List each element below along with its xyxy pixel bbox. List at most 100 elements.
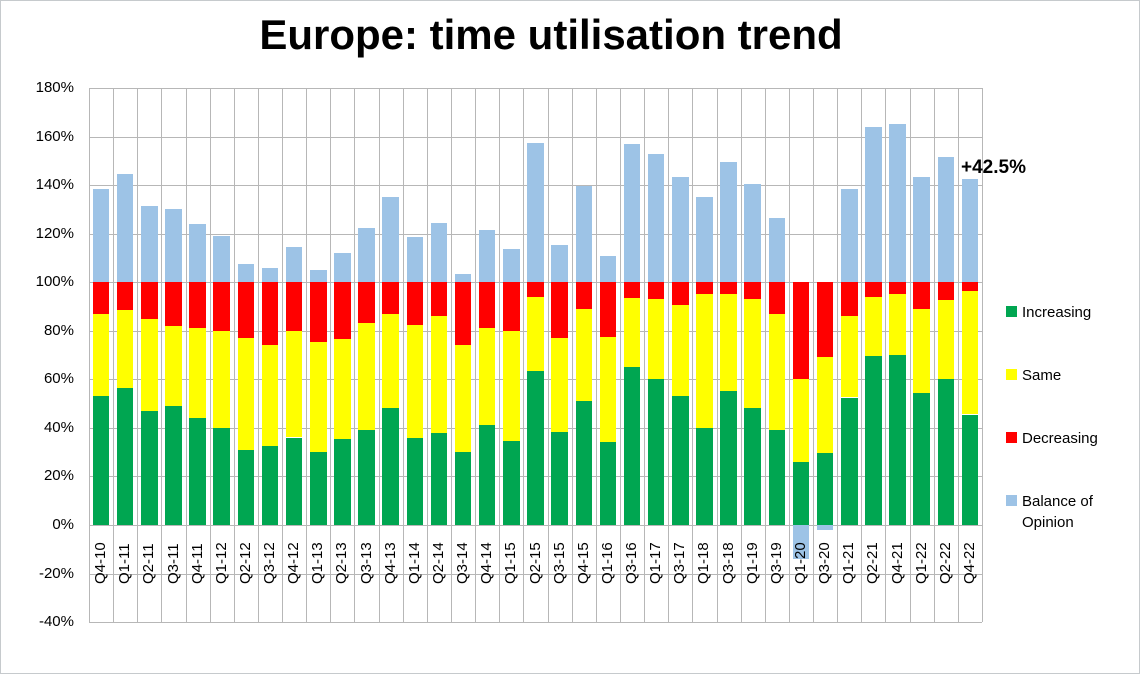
x-tick-label: Q3-19 bbox=[767, 542, 785, 584]
bar-segment-increasing bbox=[647, 379, 665, 525]
gridline-vertical bbox=[933, 88, 935, 622]
bar-segment-decreasing bbox=[213, 282, 230, 331]
bar-segment-decreasing bbox=[841, 282, 858, 317]
bar-segment-same bbox=[889, 294, 906, 355]
bar-segment-increasing bbox=[237, 449, 255, 525]
bar-segment-increasing bbox=[792, 461, 810, 525]
legend: Increasing Same Decreasing Balance of Opini… bbox=[1006, 302, 1114, 533]
bar-segment-balance-of-opinion bbox=[358, 227, 375, 283]
gridline-vertical bbox=[861, 88, 863, 622]
bar-segment-increasing bbox=[261, 446, 279, 525]
legend-label: Same bbox=[1022, 367, 1062, 384]
x-tick-label: Q3-16 bbox=[623, 542, 640, 584]
bar-segment-decreasing bbox=[165, 282, 182, 326]
bar-segment-balance-of-opinion bbox=[841, 188, 858, 283]
bar-segment-balance-of-opinion bbox=[720, 162, 737, 283]
bar-segment-balance-of-opinion bbox=[551, 244, 568, 283]
bar-segment-balance-of-opinion bbox=[792, 524, 810, 559]
x-tick-label: Q2-12 bbox=[236, 542, 254, 584]
x-tick-label: Q1-16 bbox=[598, 542, 616, 584]
gridline-vertical bbox=[89, 88, 90, 622]
bar-segment-balance-of-opinion bbox=[261, 267, 279, 283]
bar-segment-decreasing bbox=[116, 282, 134, 311]
bar-segment-increasing bbox=[599, 442, 617, 525]
bar-segment-same bbox=[575, 308, 593, 402]
gridline-horizontal bbox=[89, 136, 982, 138]
bar-segment-balance-of-opinion bbox=[165, 209, 182, 283]
bar-segment-decreasing bbox=[792, 282, 810, 380]
gridline-vertical bbox=[571, 88, 573, 622]
x-tick-label: Q1-20 bbox=[792, 542, 809, 584]
gridline-vertical bbox=[306, 88, 308, 622]
legend-label: Decreasing bbox=[1022, 430, 1098, 447]
bar-segment-decreasing bbox=[865, 282, 882, 297]
x-tick-label: Q4-21 bbox=[888, 542, 906, 584]
bar-segment-decreasing bbox=[599, 282, 617, 337]
bar-segment-same bbox=[285, 330, 303, 438]
bar-segment-decreasing bbox=[92, 282, 110, 314]
bar-segment-decreasing bbox=[696, 282, 713, 295]
bar-segment-decreasing bbox=[382, 282, 399, 314]
bar-segment-increasing bbox=[92, 396, 110, 525]
y-tick-label: 180% bbox=[35, 79, 74, 96]
bar-segment-decreasing bbox=[961, 282, 979, 291]
bar-segment-increasing bbox=[382, 408, 399, 525]
gridline-vertical bbox=[740, 88, 742, 622]
x-tick-label: Q1-21 bbox=[840, 542, 858, 584]
gridline-vertical bbox=[595, 88, 597, 622]
bar-segment-balance-of-opinion bbox=[889, 124, 906, 283]
legend-swatch-decreasing bbox=[1006, 432, 1017, 443]
x-tick-label: Q3-13 bbox=[357, 542, 375, 584]
bar-segment-balance-of-opinion bbox=[913, 176, 930, 283]
bar-segment-same bbox=[672, 305, 689, 397]
y-tick-label: 60% bbox=[43, 370, 74, 388]
gridline-vertical bbox=[378, 88, 380, 622]
x-tick-label: Q2-22 bbox=[936, 542, 954, 584]
bar-segment-increasing bbox=[696, 427, 713, 525]
y-tick-label: 0% bbox=[52, 515, 74, 533]
bar-segment-decreasing bbox=[310, 282, 327, 342]
bar-segment-increasing bbox=[334, 438, 351, 525]
bar-segment-increasing bbox=[672, 396, 689, 525]
bar-segment-same bbox=[430, 316, 448, 433]
y-tick-label: 80% bbox=[43, 321, 74, 339]
legend-item-balance-of-opinion: Balance of Opinion bbox=[1006, 491, 1114, 533]
bar-segment-same bbox=[189, 328, 206, 419]
gridline-vertical bbox=[233, 88, 235, 622]
gridline-vertical bbox=[330, 88, 332, 622]
gridline-vertical bbox=[837, 88, 839, 622]
x-tick-label: Q3-17 bbox=[671, 542, 689, 584]
bar-segment-balance-of-opinion bbox=[768, 217, 786, 283]
x-tick-label: Q2-11 bbox=[140, 543, 158, 584]
bar-segment-same bbox=[261, 345, 279, 446]
x-tick-label: Q1-14 bbox=[405, 542, 423, 584]
bar-segment-decreasing bbox=[406, 282, 424, 325]
gridline-vertical bbox=[402, 88, 404, 622]
bar-segment-same bbox=[116, 310, 134, 388]
bar-segment-decreasing bbox=[575, 282, 593, 309]
bar-segment-balance-of-opinion bbox=[116, 174, 134, 283]
x-tick-label: Q2-15 bbox=[526, 542, 544, 584]
y-tick-label: 20% bbox=[43, 467, 74, 485]
bar-segment-increasing bbox=[406, 437, 424, 525]
gridline-vertical bbox=[523, 88, 525, 622]
bar-segment-same bbox=[599, 336, 617, 443]
bar-segment-decreasing bbox=[768, 282, 786, 314]
bar-segment-balance-of-opinion bbox=[696, 197, 713, 283]
bar-segment-decreasing bbox=[261, 282, 279, 346]
bar-segment-same bbox=[237, 338, 255, 450]
bar-segment-decreasing bbox=[454, 282, 472, 346]
bar-segment-increasing bbox=[478, 425, 496, 525]
bar-segment-increasing bbox=[816, 453, 834, 525]
x-tick-label: Q2-21 bbox=[864, 542, 882, 584]
bar-segment-increasing bbox=[865, 356, 882, 525]
x-tick-label: Q1-13 bbox=[309, 542, 327, 584]
bar-segment-balance-of-opinion bbox=[647, 153, 665, 283]
bar-segment-increasing bbox=[551, 431, 568, 525]
x-tick-label: Q1-22 bbox=[912, 542, 930, 584]
x-tick-label: Q1-15 bbox=[502, 542, 520, 584]
y-tick-label: 120% bbox=[35, 224, 74, 242]
x-tick-label: Q3-15 bbox=[550, 542, 568, 584]
bar-segment-decreasing bbox=[623, 282, 641, 298]
